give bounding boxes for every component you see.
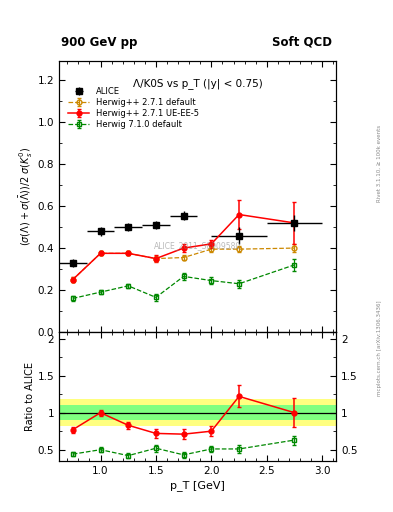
Text: 900 GeV pp: 900 GeV pp bbox=[61, 36, 137, 49]
Text: Rivet 3.1.10, ≥ 100k events: Rivet 3.1.10, ≥ 100k events bbox=[377, 125, 382, 202]
Y-axis label: Ratio to ALICE: Ratio to ALICE bbox=[25, 362, 35, 431]
X-axis label: p_T [GeV]: p_T [GeV] bbox=[170, 480, 225, 490]
Legend: ALICE, Herwig++ 2.7.1 default, Herwig++ 2.7.1 UE-EE-5, Herwig 7.1.0 default: ALICE, Herwig++ 2.7.1 default, Herwig++ … bbox=[66, 84, 201, 132]
Y-axis label: $(\sigma(\Lambda)+\sigma(\bar{\Lambda}))/2\ \sigma(K^0_s)$: $(\sigma(\Lambda)+\sigma(\bar{\Lambda}))… bbox=[18, 147, 35, 246]
Text: ALICE_2011_S8909580: ALICE_2011_S8909580 bbox=[154, 241, 241, 250]
Text: Λ/K0S vs p_T (|y| < 0.75): Λ/K0S vs p_T (|y| < 0.75) bbox=[132, 78, 263, 89]
Text: Soft QCD: Soft QCD bbox=[272, 36, 332, 49]
Text: mcplots.cern.ch [arXiv:1306.3436]: mcplots.cern.ch [arXiv:1306.3436] bbox=[377, 301, 382, 396]
